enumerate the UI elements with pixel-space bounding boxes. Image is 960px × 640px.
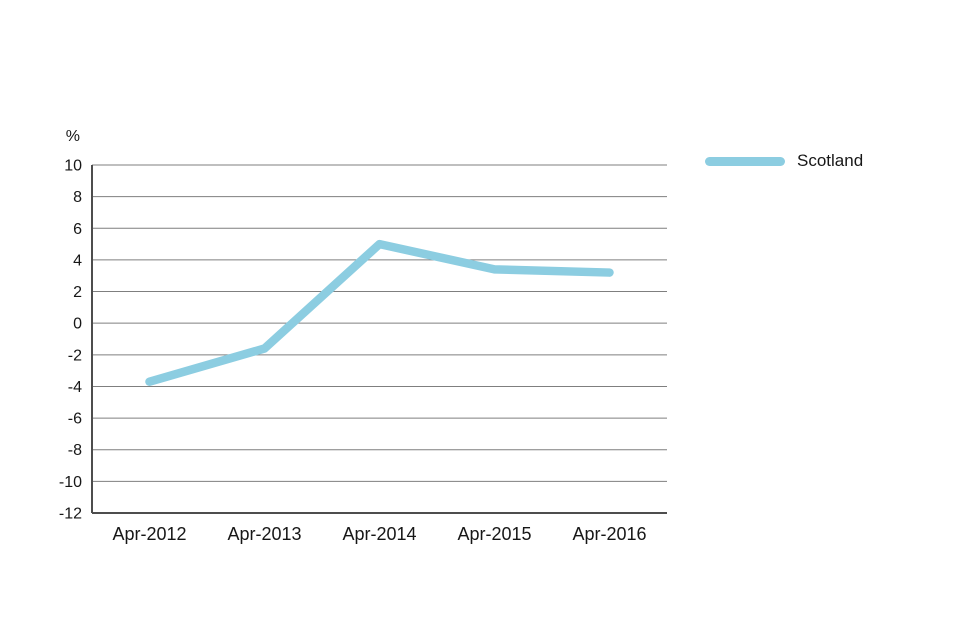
x-tick-label: Apr-2014 bbox=[342, 524, 416, 544]
y-tick-label: 4 bbox=[73, 252, 82, 269]
y-tick-label: -6 bbox=[68, 411, 82, 428]
y-tick-label: -2 bbox=[68, 347, 82, 364]
legend-label-scotland: Scotland bbox=[797, 151, 864, 170]
legend: Scotland bbox=[705, 151, 863, 171]
y-tick-label: -8 bbox=[68, 442, 82, 459]
y-axis-unit-label: % bbox=[66, 128, 80, 145]
x-tick-label: Apr-2016 bbox=[572, 524, 646, 544]
y-tick-label: 10 bbox=[64, 158, 82, 175]
legend-swatch-scotland bbox=[705, 156, 785, 166]
y-tick-label: 2 bbox=[73, 284, 82, 301]
y-tick-label: -12 bbox=[59, 506, 82, 523]
x-tick-label: Apr-2015 bbox=[457, 524, 531, 544]
series-line-scotland bbox=[145, 239, 614, 386]
x-tick-label: Apr-2012 bbox=[112, 524, 186, 544]
x-tick-label: Apr-2013 bbox=[227, 524, 301, 544]
y-tick-label: -10 bbox=[59, 474, 82, 491]
y-tick-label: 6 bbox=[73, 221, 82, 238]
y-tick-label: 0 bbox=[73, 316, 82, 333]
y-tick-label: -4 bbox=[68, 379, 82, 396]
y-tick-label: 8 bbox=[73, 189, 82, 206]
